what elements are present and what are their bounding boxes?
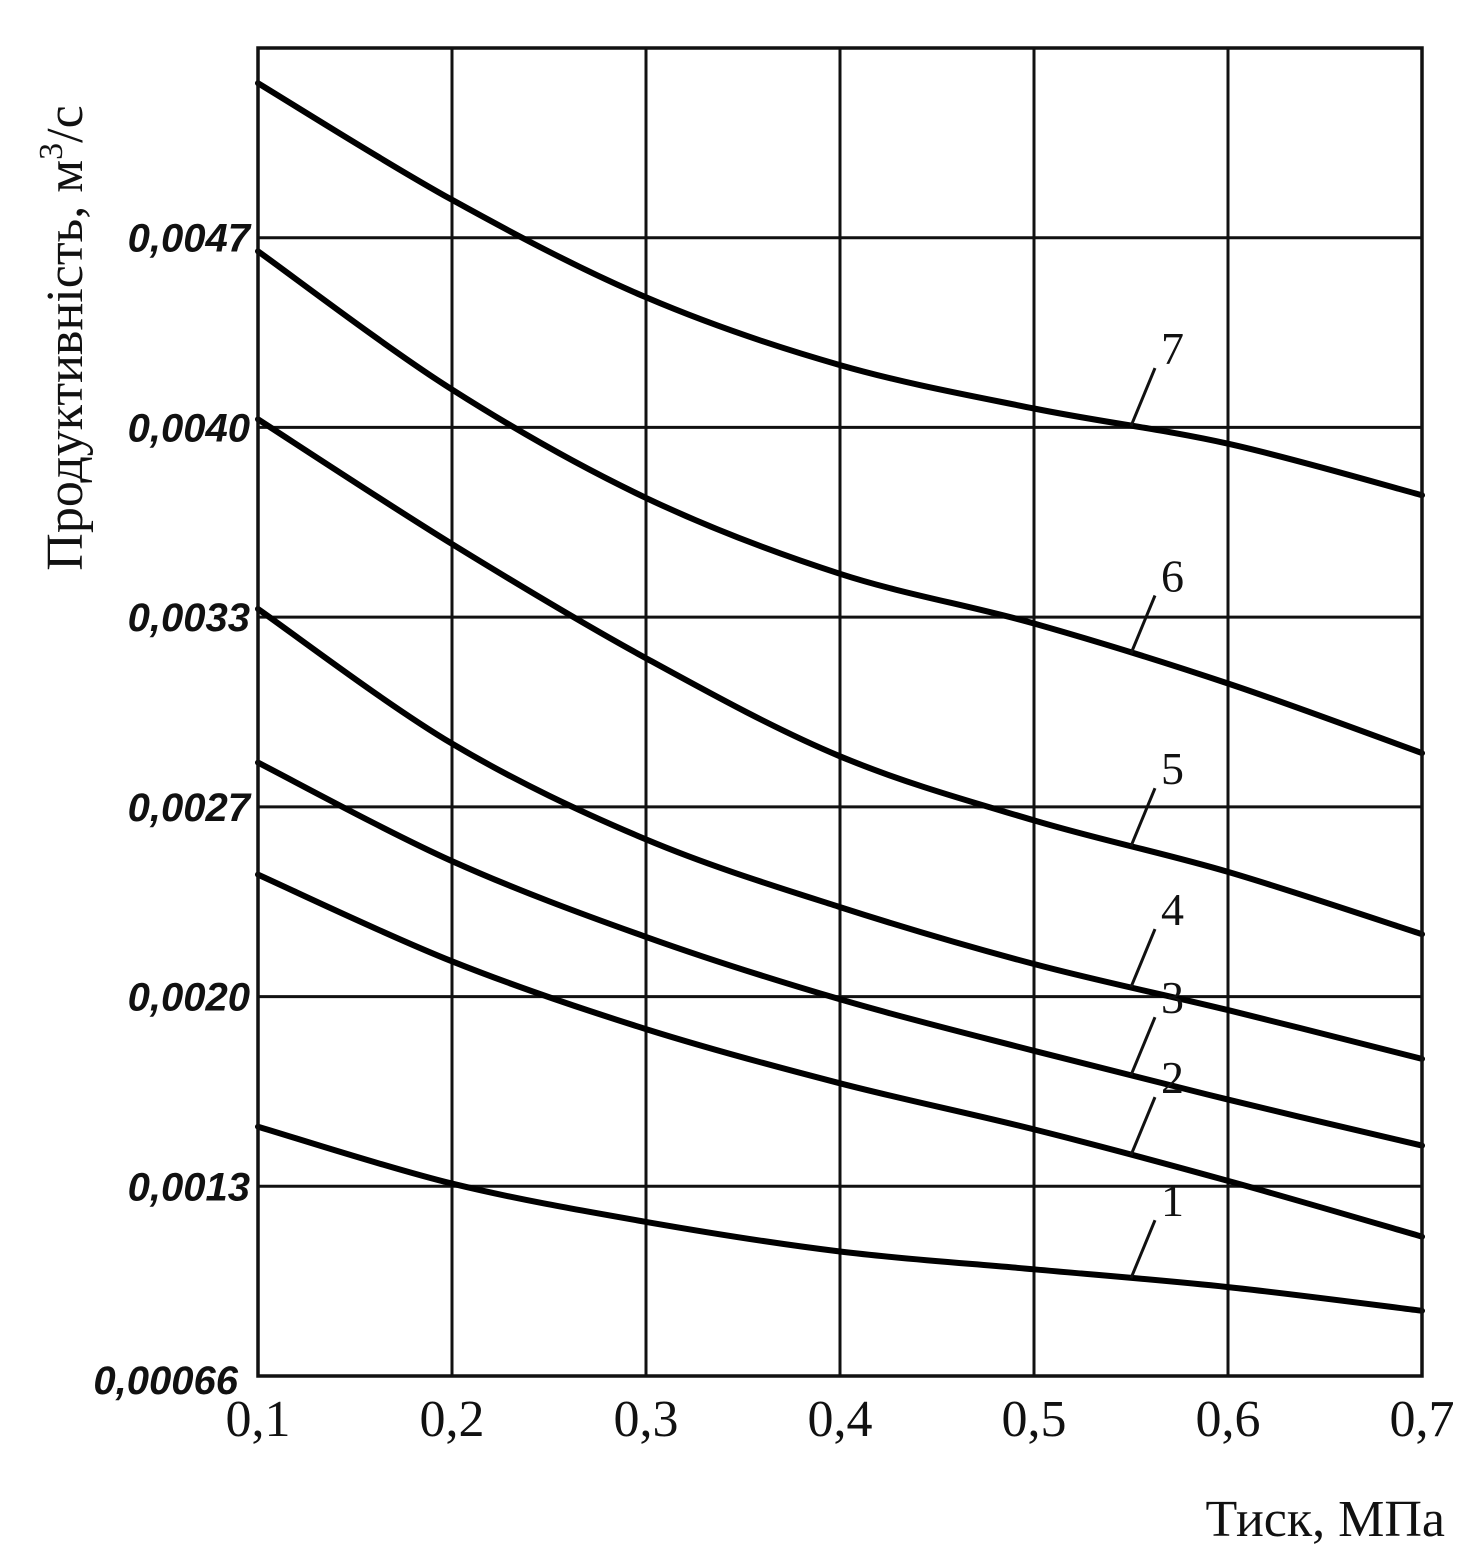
tick-labels: 0,1 0,2 0,3 0,4 0,5 0,6 0,7 0,00066 0,0013 0,0020… xyxy=(93,217,1454,1448)
series-line-6 xyxy=(255,248,1425,757)
series-line-1 xyxy=(255,1123,1425,1314)
y-tick-label: 0,0013 xyxy=(128,1165,250,1209)
series-label-6: 6 xyxy=(1161,551,1184,602)
series-leader-6 xyxy=(1129,594,1157,655)
series-leader-1 xyxy=(1129,1219,1157,1279)
series-line-4 xyxy=(255,606,1425,1062)
x-tick-label: 0,1 xyxy=(226,1391,291,1448)
series-label-1: 1 xyxy=(1161,1175,1184,1226)
y-tick-label: 0,0040 xyxy=(128,406,250,450)
series-label-3: 3 xyxy=(1161,972,1184,1023)
series-label-5: 5 xyxy=(1161,743,1184,794)
y-tick-label: 0,0027 xyxy=(128,786,252,830)
curve-labels: 1 2 3 4 5 6 7 xyxy=(1129,323,1184,1279)
series-label-4: 4 xyxy=(1161,884,1184,935)
series-line-7 xyxy=(255,80,1425,499)
y-tick-label: 0,0033 xyxy=(128,596,250,640)
series-leader-4 xyxy=(1129,928,1157,988)
series-leader-2 xyxy=(1129,1096,1157,1156)
y-tick-label: 0,00066 xyxy=(93,1359,238,1403)
y-tick-label: 0,0020 xyxy=(128,976,250,1020)
series-leader-7 xyxy=(1129,367,1157,427)
y-axis-title: Продуктивність, м3/с xyxy=(33,105,94,570)
x-tick-label: 0,7 xyxy=(1390,1391,1455,1448)
series-line-2 xyxy=(255,871,1425,1240)
y-axis-title-unit: /с xyxy=(37,105,94,143)
series-leader-3 xyxy=(1129,1016,1157,1076)
y-axis-title-superscript: 3 xyxy=(33,143,70,160)
series-line-5 xyxy=(255,416,1425,938)
x-axis-title: Тиск, МПа xyxy=(1205,1491,1445,1548)
plot-frame xyxy=(256,46,1424,1378)
y-axis-title-main: Продуктивність, м xyxy=(37,160,94,571)
series-label-2: 2 xyxy=(1161,1052,1184,1103)
plot-area xyxy=(255,80,1425,1314)
series-line-3 xyxy=(255,759,1425,1149)
series-leader-5 xyxy=(1129,787,1157,847)
grid xyxy=(256,48,1424,1376)
x-tick-label: 0,2 xyxy=(420,1391,485,1448)
series-label-7: 7 xyxy=(1161,323,1184,374)
x-tick-label: 0,3 xyxy=(614,1391,679,1448)
x-tick-label: 0,6 xyxy=(1196,1391,1261,1448)
x-tick-label: 0,5 xyxy=(1002,1391,1067,1448)
x-tick-label: 0,4 xyxy=(808,1391,873,1448)
y-tick-label: 0,0047 xyxy=(128,217,252,261)
